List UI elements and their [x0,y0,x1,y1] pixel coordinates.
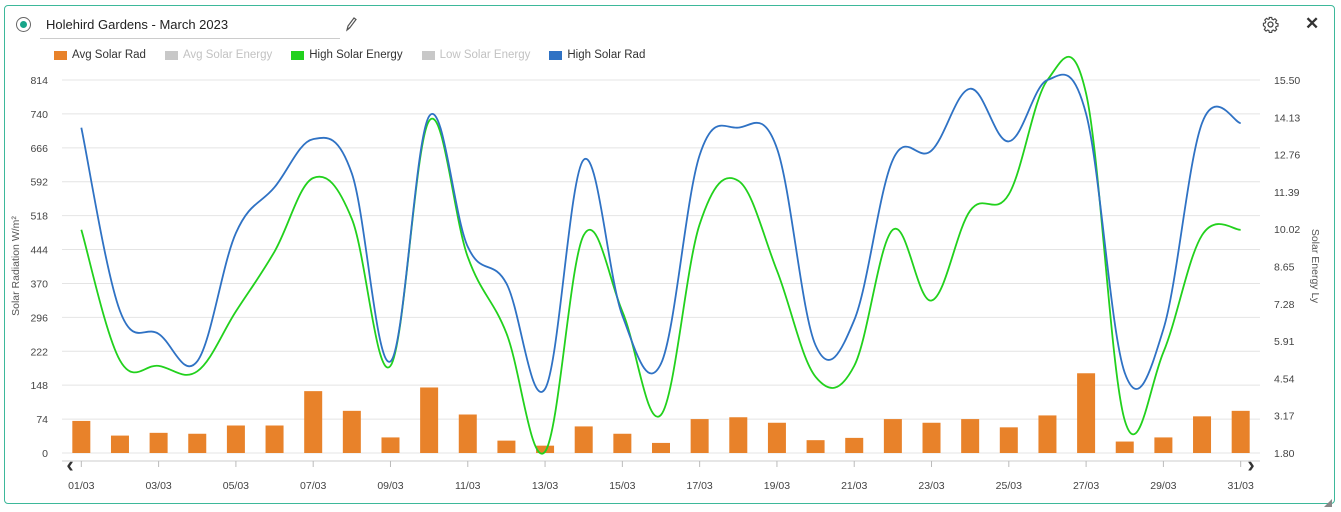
y2-tick-label: 14.13 [1274,112,1300,124]
bar-avg-solar-rad[interactable] [845,438,863,453]
y2-tick-label: 8.65 [1274,262,1295,274]
x-tick-label: 23/03 [918,480,944,492]
y-tick-label: 814 [30,75,48,87]
bar-avg-solar-rad[interactable] [188,434,206,453]
x-tick-label: 25/03 [996,480,1022,492]
bar-avg-solar-rad[interactable] [111,436,129,453]
bar-avg-solar-rad[interactable] [729,417,747,453]
x-tick-label: 13/03 [532,480,558,492]
bar-avg-solar-rad[interactable] [304,391,322,453]
bar-avg-solar-rad[interactable] [768,423,786,453]
x-tick-label: 07/03 [300,480,326,492]
x-tick-label: 31/03 [1228,480,1254,492]
y2-tick-label: 5.91 [1274,336,1295,348]
y2-tick-label: 3.17 [1274,411,1295,423]
line-high-solar-energy[interactable] [81,57,1240,454]
bar-avg-solar-rad[interactable] [150,433,168,453]
x-tick-label: 11/03 [455,480,481,492]
y2-axis-label: Solar Energy Ly [1309,229,1321,304]
x-tick-label: 01/03 [68,480,94,492]
scroll-right-button[interactable]: › [1247,452,1254,477]
bar-avg-solar-rad[interactable] [613,434,631,453]
y-tick-label: 592 [30,177,48,189]
y-axis-label: Solar Radiation W/m² [10,216,22,316]
x-tick-label: 21/03 [841,480,867,492]
bar-avg-solar-rad[interactable] [691,419,709,453]
x-tick-label: 19/03 [764,480,790,492]
bar-avg-solar-rad[interactable] [1116,442,1134,453]
bar-avg-solar-rad[interactable] [884,419,902,453]
bar-avg-solar-rad[interactable] [1232,411,1250,453]
y2-tick-label: 11.39 [1274,187,1300,199]
bar-avg-solar-rad[interactable] [961,419,979,453]
bar-avg-solar-rad[interactable] [227,426,245,453]
bar-avg-solar-rad[interactable] [652,443,670,453]
y-tick-label: 444 [30,245,48,257]
y-tick-label: 518 [30,211,48,223]
x-tick-label: 03/03 [145,480,171,492]
y-tick-label: 222 [30,346,48,358]
y-tick-label: 370 [30,278,48,290]
bar-avg-solar-rad[interactable] [1038,415,1056,453]
y2-tick-label: 10.02 [1274,224,1300,236]
bar-avg-solar-rad[interactable] [1193,416,1211,453]
bar-avg-solar-rad[interactable] [266,426,284,453]
bar-avg-solar-rad[interactable] [1000,427,1018,453]
x-tick-label: 29/03 [1150,480,1176,492]
bar-avg-solar-rad[interactable] [575,426,593,453]
y-tick-label: 148 [30,380,48,392]
bar-avg-solar-rad[interactable] [1077,373,1095,453]
bar-avg-solar-rad[interactable] [381,437,399,453]
bar-avg-solar-rad[interactable] [1154,437,1172,453]
resize-handle-icon[interactable] [1324,494,1332,502]
y-tick-label: 296 [30,312,48,324]
x-tick-label: 05/03 [223,480,249,492]
bar-avg-solar-rad[interactable] [807,440,825,453]
bar-avg-solar-rad[interactable] [497,441,515,453]
y2-tick-label: 7.28 [1274,299,1295,311]
y2-tick-label: 4.54 [1274,373,1295,385]
y2-tick-label: 1.80 [1274,448,1295,460]
y2-tick-label: 12.76 [1274,150,1300,162]
bar-avg-solar-rad[interactable] [72,421,90,453]
bar-avg-solar-rad[interactable] [459,415,477,453]
bar-avg-solar-rad[interactable] [343,411,361,453]
y-tick-label: 0 [42,448,48,460]
line-high-solar-rad[interactable] [81,75,1240,392]
y2-tick-label: 15.50 [1274,75,1300,87]
scroll-left-button[interactable]: ‹ [66,452,73,477]
x-tick-label: 09/03 [377,480,403,492]
y-tick-label: 740 [30,109,48,121]
x-tick-label: 15/03 [609,480,635,492]
y-tick-label: 666 [30,143,48,155]
y-tick-label: 74 [36,414,48,426]
bar-avg-solar-rad[interactable] [923,423,941,453]
x-tick-label: 27/03 [1073,480,1099,492]
x-tick-label: 17/03 [687,480,713,492]
bar-avg-solar-rad[interactable] [420,387,438,453]
